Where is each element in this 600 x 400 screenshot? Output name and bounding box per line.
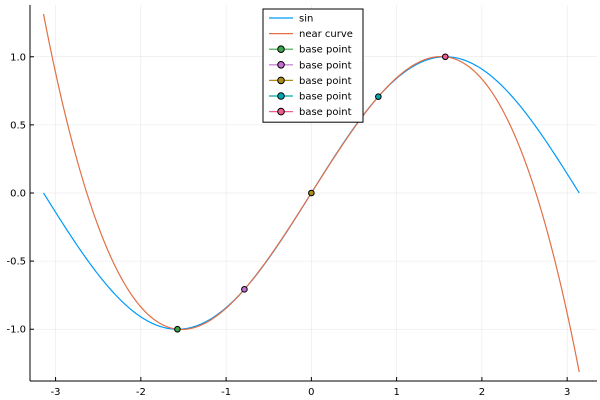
plot-area [42, 13, 580, 373]
legend-label: base point [299, 76, 352, 87]
y-tick-label: 0.5 [10, 120, 26, 131]
legend-entry: base point [269, 45, 352, 56]
base-point-marker [308, 189, 315, 197]
legend-label: base point [299, 92, 352, 103]
x-tick-label: -3 [51, 387, 61, 398]
base-point-marker [174, 325, 181, 333]
legend-entry: near curve [269, 29, 353, 40]
legend-marker [277, 92, 285, 100]
legend-marker [277, 107, 285, 116]
legend-label: base point [299, 60, 352, 71]
legend: sin near curve base point base point base po… [262, 8, 364, 123]
legend-label: base point [299, 107, 352, 118]
legend-label: base point [299, 45, 352, 56]
x-ticks: -3 -2 -1 0 1 2 3 [51, 377, 570, 398]
y-tick-label: -0.5 [6, 257, 26, 268]
x-tick-label: -1 [221, 387, 231, 398]
legend-marker [277, 61, 285, 69]
x-tick-label: 0 [308, 387, 314, 398]
legend-label: near curve [299, 29, 353, 40]
y-tick-label: 1.0 [10, 52, 26, 63]
x-tick-label: -2 [136, 387, 146, 398]
grid [30, 5, 597, 381]
base-point-marker [241, 286, 248, 293]
legend-entry: base point [269, 76, 352, 87]
legend-entry: base point [269, 60, 352, 71]
base-point-marker [441, 53, 449, 61]
legend-marker [277, 76, 285, 85]
y-ticks: -1.0 -0.5 0.0 0.5 1.0 [6, 52, 34, 336]
x-tick-label: 3 [564, 387, 570, 398]
legend-marker [277, 45, 285, 54]
base-point-marker [375, 93, 382, 100]
legend-entry: sin [269, 14, 313, 25]
legend-entry: base point [269, 107, 352, 118]
y-tick-label: 0.0 [10, 189, 26, 200]
x-tick-label: 2 [479, 387, 485, 398]
y-tick-label: -1.0 [6, 325, 26, 336]
x-tick-label: 1 [393, 387, 399, 398]
legend-entry: base point [269, 92, 352, 103]
legend-label: sin [299, 14, 313, 25]
